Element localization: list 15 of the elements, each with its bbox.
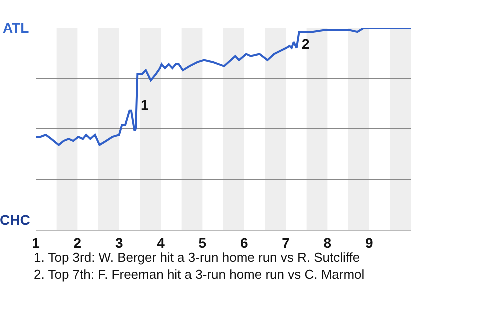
x-tick-label: 6 [240, 234, 248, 251]
text: 1. Top 3rd: W. Berger hit a 3-run home run vs R. Sutcliffe [34, 250, 360, 265]
annotation: 1 [141, 97, 149, 113]
x-tick-label: 2 [74, 234, 82, 251]
annotation: 2 [302, 36, 310, 52]
x-tick-label: 9 [365, 234, 374, 251]
text: 2. Top 7th: F. Freeman hit a 3-run home run vs C. Marmol [34, 267, 365, 282]
text: CHC [0, 212, 30, 228]
x-tick-label: 3 [115, 234, 124, 251]
x-tick-label: 8 [324, 234, 332, 251]
text: ATL [3, 20, 30, 36]
x-tick-label: 1 [32, 234, 40, 251]
x-tick-label: 5 [198, 234, 207, 251]
x-tick-label: 4 [157, 234, 166, 251]
x-tick-label: 7 [282, 234, 290, 251]
